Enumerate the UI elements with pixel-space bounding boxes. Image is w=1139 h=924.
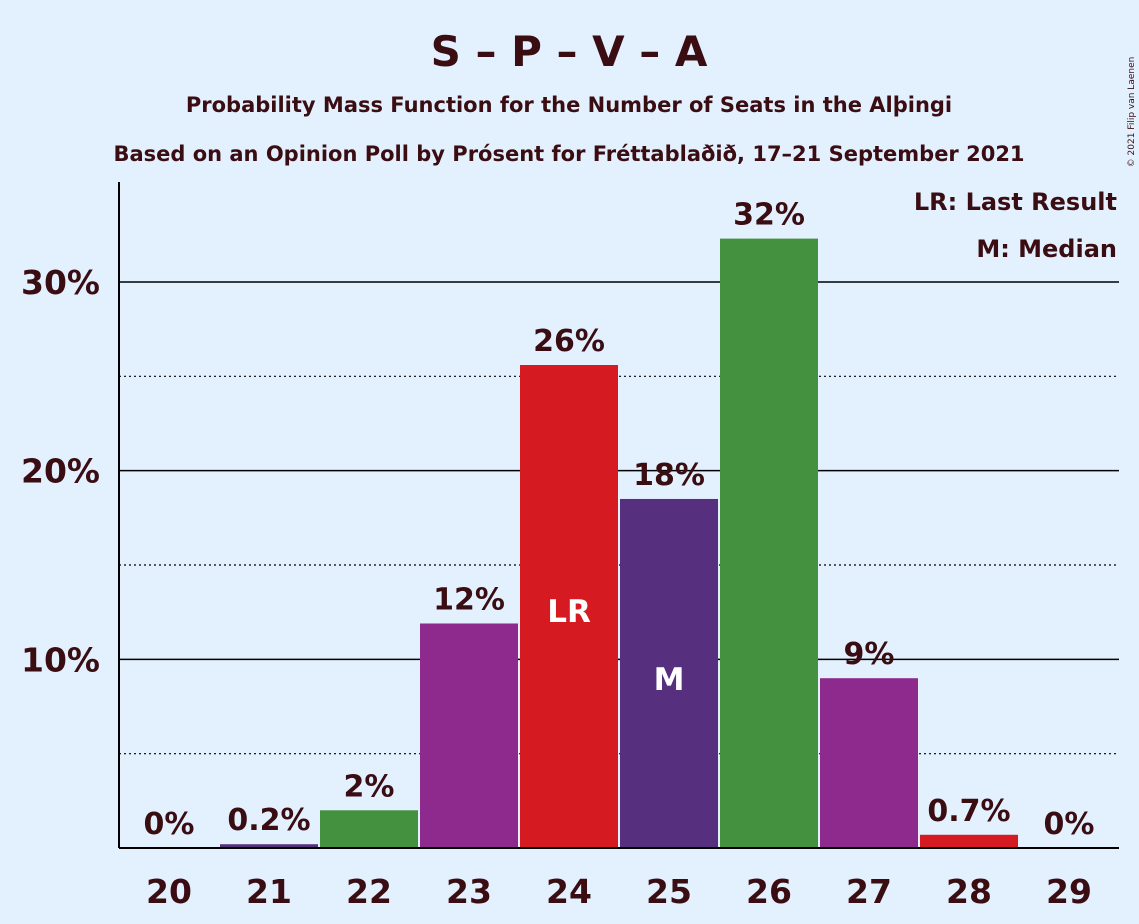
bar-value-label-29: 0%	[1044, 807, 1095, 842]
x-tick-label-26: 26	[746, 872, 792, 911]
bar-value-label-27: 9%	[844, 637, 895, 672]
bar-21	[220, 844, 318, 848]
x-axis-labels: 20 21 22 23 24 25 26 27 28 29	[146, 872, 1092, 911]
bar-marker-m: M	[654, 662, 685, 698]
x-tick-label-20: 20	[146, 872, 192, 911]
y-axis-labels: 10% 20% 30%	[21, 263, 100, 679]
bar-value-label-20: 0%	[144, 807, 195, 842]
bar-value-label-28: 0.7%	[927, 794, 1010, 829]
bar-24	[520, 365, 618, 848]
x-tick-label-27: 27	[846, 872, 892, 911]
legend-last-result: LR: Last Result	[914, 188, 1117, 216]
x-tick-label-21: 21	[246, 872, 292, 911]
x-tick-label-23: 23	[446, 872, 492, 911]
x-tick-label-28: 28	[946, 872, 992, 911]
bar-25	[620, 498, 718, 848]
chart-subtitle-2: Based on an Opinion Poll by Prósent for …	[113, 142, 1024, 166]
copyright-text: © 2021 Filip van Laenen	[1127, 57, 1137, 168]
legend-median: M: Median	[976, 235, 1117, 263]
bars: 0% 0.2% 2% 12% 26% LR 18% M 32% 9% 0.7% 0%	[144, 198, 1095, 848]
bar-26	[720, 238, 818, 848]
bar-value-label-26: 32%	[733, 198, 805, 233]
y-tick-label: 10%	[21, 640, 100, 679]
bar-value-label-22: 2%	[344, 769, 395, 804]
chart-title: S – P – V – A	[431, 27, 708, 76]
bar-23	[420, 623, 518, 848]
y-tick-label: 30%	[21, 263, 100, 302]
bar-value-label-23: 12%	[433, 582, 505, 617]
x-tick-label-29: 29	[1046, 872, 1092, 911]
gridlines	[119, 281, 1119, 755]
x-tick-label-24: 24	[546, 872, 592, 911]
x-tick-label-22: 22	[346, 872, 392, 911]
bar-value-label-24: 26%	[533, 324, 605, 359]
y-tick-label: 20%	[21, 452, 100, 491]
x-tick-label-25: 25	[646, 872, 692, 911]
bar-22	[320, 810, 418, 848]
bar-value-label-21: 0.2%	[227, 803, 310, 838]
bar-28	[920, 834, 1018, 848]
bar-marker-lr: LR	[547, 594, 591, 630]
bar-value-label-25: 18%	[633, 458, 705, 493]
chart-subtitle-1: Probability Mass Function for the Number…	[186, 93, 952, 117]
bar-27	[820, 678, 918, 848]
